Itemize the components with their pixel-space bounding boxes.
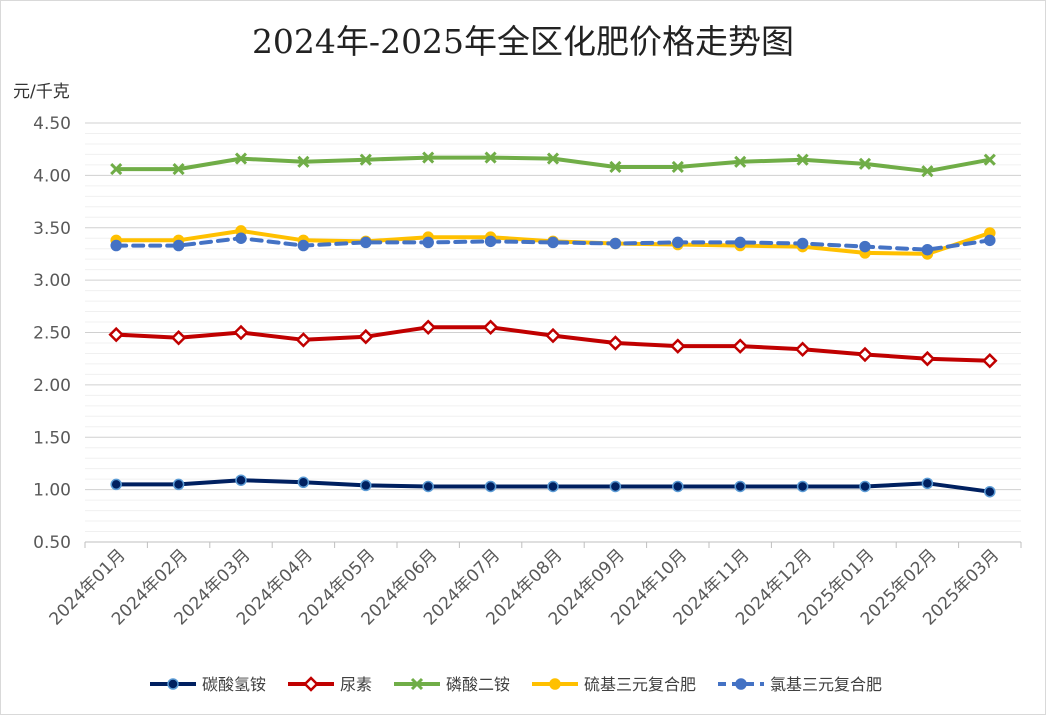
y-tick-label: 3.50 — [33, 219, 71, 239]
legend-marker-2 — [303, 676, 319, 692]
legend-marker-3 — [410, 677, 424, 691]
chart-title: 2024年-2025年全区化肥价格走势图 — [251, 22, 795, 61]
legend-marker-1 — [167, 678, 179, 690]
data-point-s3 — [609, 160, 622, 174]
data-point-s3 — [671, 160, 684, 174]
data-point-s5 — [235, 232, 247, 244]
data-point-s1 — [984, 485, 996, 498]
data-point-s5 — [484, 235, 497, 248]
data-point-s5 — [172, 239, 185, 252]
y-tick-label: 0.50 — [33, 533, 71, 553]
legend-marker-5 — [735, 678, 747, 690]
data-point-s3 — [359, 153, 372, 166]
legend-marker-4 — [549, 678, 561, 690]
legend-label-2: 尿素 — [340, 675, 372, 694]
data-point-s2 — [670, 338, 686, 354]
data-point-s1 — [235, 474, 247, 486]
data-point-s2 — [108, 326, 124, 343]
y-tick-label: 2.50 — [33, 324, 71, 344]
y-axis-unit-label: 元/千克 — [13, 82, 70, 102]
data-point-s5 — [796, 237, 809, 250]
data-point-s3 — [484, 151, 497, 164]
data-point-s1 — [110, 478, 122, 491]
data-point-s5 — [609, 237, 622, 250]
legend-label-3: 磷酸二铵 — [446, 675, 510, 694]
legend-label-5: 氯基三元复合肥 — [770, 675, 882, 694]
y-tick-label: 1.00 — [33, 481, 71, 501]
data-point-s5 — [734, 236, 746, 249]
data-point-s2 — [794, 341, 811, 358]
data-point-s3 — [422, 151, 435, 164]
data-point-s1 — [360, 479, 372, 492]
data-point-s1 — [734, 480, 746, 493]
data-point-s1 — [547, 480, 559, 493]
y-tick-label: 4.00 — [33, 166, 71, 186]
y-tick-label: 1.50 — [33, 428, 71, 448]
data-point-s2 — [233, 324, 249, 341]
data-point-s1 — [484, 480, 497, 493]
data-point-s2 — [358, 328, 374, 345]
data-point-s5 — [547, 236, 559, 249]
data-point-s3 — [734, 155, 747, 168]
y-tick-label: 2.00 — [33, 376, 71, 396]
data-point-s1 — [609, 480, 622, 493]
data-point-s1 — [921, 477, 934, 490]
legend-label-1: 碳酸氢铵 — [202, 675, 266, 694]
data-point-s1 — [796, 480, 809, 493]
data-point-s3 — [546, 152, 560, 165]
series-line-5 — [114, 236, 992, 252]
data-point-s1 — [672, 480, 684, 493]
data-point-s3 — [234, 152, 248, 165]
data-point-s3 — [110, 163, 123, 176]
y-tick-label: 4.50 — [33, 114, 71, 134]
legend-label-4: 硫基三元复合肥 — [584, 675, 696, 694]
data-point-s2 — [607, 335, 624, 351]
data-point-s5 — [859, 240, 871, 253]
y-tick-label: 3.00 — [33, 271, 71, 291]
data-point-s1 — [859, 480, 871, 493]
data-point-s3 — [796, 153, 809, 166]
data-point-s5 — [297, 239, 310, 252]
data-point-s5 — [921, 243, 934, 256]
data-point-s3 — [983, 153, 996, 166]
data-point-s2 — [857, 346, 873, 363]
data-point-s5 — [984, 234, 996, 247]
data-point-s3 — [858, 157, 872, 170]
data-point-s2 — [919, 350, 936, 367]
data-point-s2 — [170, 329, 187, 346]
data-point-s5 — [422, 236, 434, 249]
data-point-s2 — [732, 338, 748, 354]
data-point-s1 — [422, 480, 434, 493]
data-point-s2 — [420, 319, 436, 336]
data-point-s5 — [110, 239, 122, 252]
data-point-s1 — [172, 478, 185, 491]
data-point-s2 — [545, 327, 561, 344]
data-point-s5 — [672, 236, 684, 249]
data-point-s3 — [172, 163, 185, 176]
data-point-s2 — [482, 319, 499, 336]
data-point-s2 — [295, 332, 312, 348]
data-point-s1 — [297, 476, 310, 489]
data-point-s3 — [297, 155, 310, 168]
data-point-s5 — [360, 236, 372, 249]
data-point-s2 — [982, 353, 998, 369]
data-point-s3 — [921, 165, 934, 178]
